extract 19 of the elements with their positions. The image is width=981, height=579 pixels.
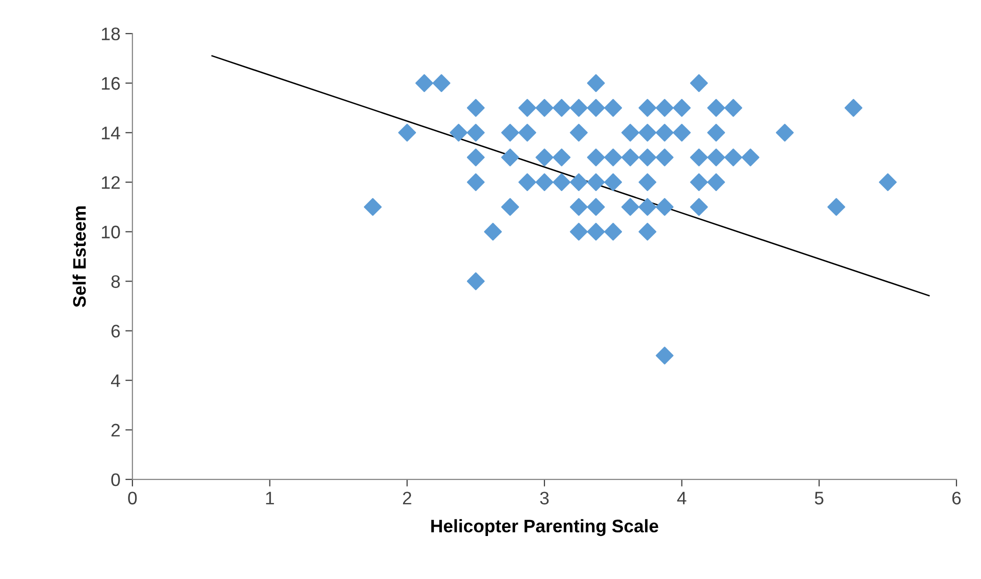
y-tick-label: 8	[111, 275, 120, 288]
y-tick-label: 12	[102, 176, 120, 189]
x-axis-title: Helicopter Parenting Scale	[431, 519, 658, 536]
y-tick-label: 6	[112, 324, 120, 338]
x-tick-label: 2	[403, 492, 412, 504]
y-tick-label: 2	[111, 424, 120, 436]
y-tick-label: 10	[102, 226, 120, 238]
x-tick-label: 5	[814, 492, 824, 504]
y-axis-title: Self Esteem	[72, 206, 86, 308]
x-tick-label: 0	[128, 492, 137, 504]
x-tick-label: 1	[266, 492, 274, 504]
x-tick-label: 4	[677, 492, 686, 504]
y-tick-label: 4	[111, 374, 120, 387]
y-tick-label: 14	[102, 126, 120, 140]
y-tick-label: 16	[102, 77, 120, 90]
y-tick-label: 18	[102, 28, 120, 40]
x-tick-label: 6	[952, 492, 961, 504]
x-tick-label: 3	[540, 492, 549, 504]
y-tick-label: 0	[111, 473, 120, 486]
